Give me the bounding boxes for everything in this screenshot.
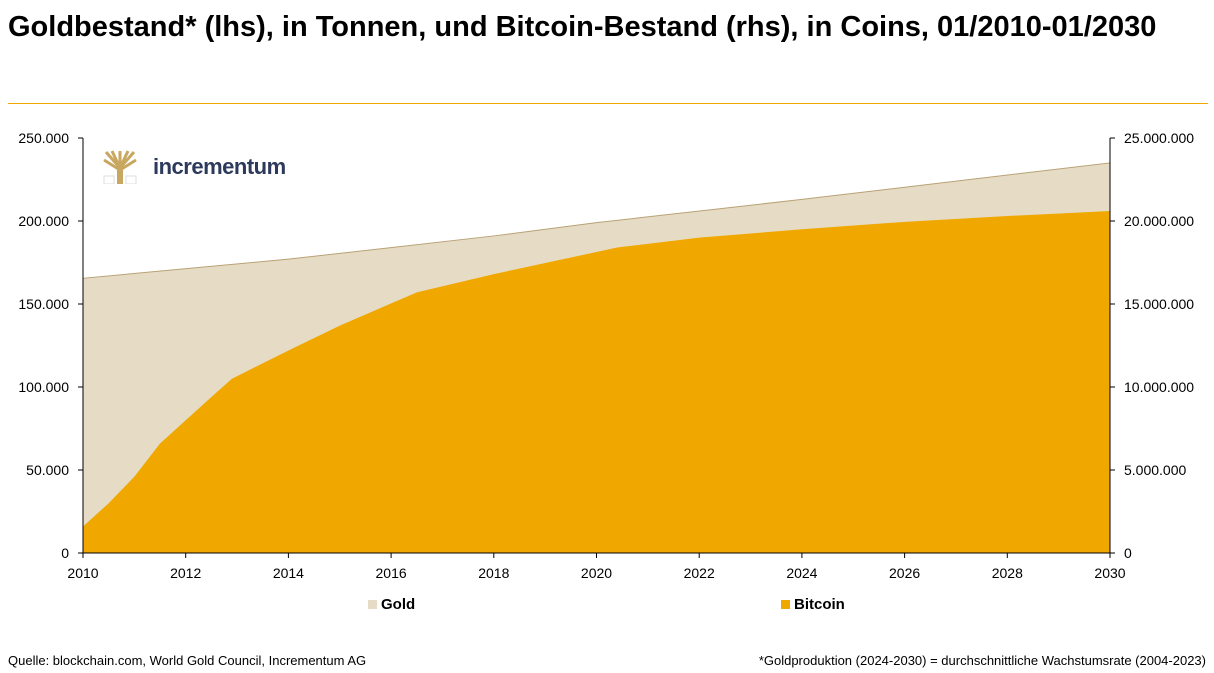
x-tick-label: 2020 bbox=[581, 565, 612, 581]
y-right-tick-label: 25.000.000 bbox=[1124, 130, 1194, 146]
x-tick-label: 2030 bbox=[1094, 565, 1125, 581]
incrementum-logo: incrementum bbox=[103, 150, 286, 184]
y-right-tick-label: 15.000.000 bbox=[1124, 296, 1194, 312]
x-tick-label: 2010 bbox=[67, 565, 98, 581]
y-left-tick-label: 250.000 bbox=[18, 130, 69, 146]
legend-item-bitcoin: Bitcoin bbox=[781, 596, 845, 613]
legend-item-gold: Gold bbox=[368, 596, 415, 613]
x-tick-label: 2024 bbox=[786, 565, 817, 581]
y-right-tick-label: 20.000.000 bbox=[1124, 213, 1194, 229]
y-left-tick-label: 0 bbox=[61, 545, 69, 561]
x-tick-label: 2026 bbox=[889, 565, 920, 581]
x-tick-label: 2012 bbox=[170, 565, 201, 581]
y-right-tick-label: 0 bbox=[1124, 545, 1132, 561]
x-tick-label: 2016 bbox=[376, 565, 407, 581]
tree-logo-icon bbox=[103, 150, 137, 184]
y-left-tick-label: 150.000 bbox=[18, 296, 69, 312]
legend-swatch-bitcoin bbox=[781, 600, 790, 609]
footnote: *Goldproduktion (2024-2030) = durchschni… bbox=[758, 653, 1206, 668]
x-tick-label: 2018 bbox=[478, 565, 509, 581]
y-left-tick-label: 200.000 bbox=[18, 213, 69, 229]
chart-title: Goldbestand* (lhs), in Tonnen, und Bitco… bbox=[8, 11, 1157, 43]
y-right-tick-label: 5.000.000 bbox=[1124, 462, 1186, 478]
x-tick-label: 2028 bbox=[992, 565, 1023, 581]
legend-swatch-gold bbox=[368, 600, 377, 609]
logo-text: incrementum bbox=[153, 154, 286, 179]
x-tick-label: 2014 bbox=[273, 565, 304, 581]
y-left-tick-label: 100.000 bbox=[18, 379, 69, 395]
area-bitcoin bbox=[83, 211, 1110, 554]
source-note: Quelle: blockchain.com, World Gold Counc… bbox=[8, 653, 367, 668]
title-divider bbox=[8, 103, 1208, 104]
legend-label-gold: Gold bbox=[381, 596, 416, 613]
legend-label-bitcoin: Bitcoin bbox=[794, 596, 845, 613]
y-right-tick-label: 10.000.000 bbox=[1124, 379, 1194, 395]
x-tick-label: 2022 bbox=[684, 565, 715, 581]
y-left-tick-label: 50.000 bbox=[26, 462, 69, 478]
